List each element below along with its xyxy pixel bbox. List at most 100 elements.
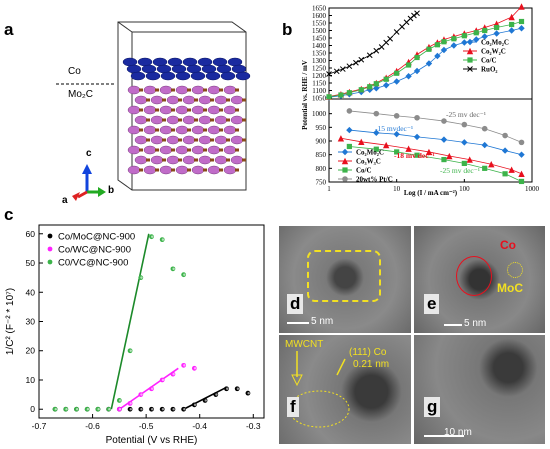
b-top-point (394, 70, 400, 76)
b-bottom-legend-label: Co/C (356, 167, 372, 175)
c-point-highlight (161, 408, 165, 411)
c-point-highlight (161, 378, 165, 382)
b-top-point (333, 68, 340, 75)
c-legend-marker (47, 246, 53, 252)
b-bottom-point (346, 143, 352, 150)
c-legend-label: Co/MoC@NC-900 (58, 232, 135, 243)
b-bottom-point (393, 113, 400, 119)
c-legend-label: C0/VC@NC-900 (58, 258, 128, 269)
b-bottom-point (358, 138, 365, 146)
tem-image-g: g 10 nm (414, 335, 545, 444)
b-bottom-point (373, 110, 380, 117)
c-point-highlight (172, 267, 175, 271)
b-top-point (378, 44, 385, 50)
b-bottom-point (337, 135, 345, 142)
tem-e-moc-label: MoC (497, 281, 523, 295)
b-top-ytick-label: 1100 (312, 87, 326, 95)
tem-g-scale: 10 nm (444, 427, 472, 438)
c-ytick-label: 0 (30, 404, 35, 414)
c-point-highlight (151, 235, 154, 238)
b-top-point (358, 56, 365, 63)
c-fit-line-2 (110, 233, 150, 410)
b-xtick-label: 1 (327, 185, 331, 193)
tem-e-label: e (424, 294, 440, 314)
c-point-highlight (54, 408, 57, 411)
b-top-legend-marker (466, 47, 474, 55)
b-top-legend-marker (467, 57, 473, 63)
b-top-point (481, 33, 488, 40)
label-co: Co (68, 66, 81, 77)
b-bottom-point (518, 178, 525, 185)
c-xtick-label: -0.3 (246, 421, 261, 431)
tem-f-overlay (288, 351, 350, 428)
b-top-ytick-label: 1500 (312, 27, 327, 35)
b-top-point (473, 36, 480, 43)
b-bottom-ytick-label: 950 (316, 124, 327, 132)
b-top-point (451, 36, 457, 42)
b-ylabel: Potential vs. RHE / mV (301, 60, 309, 130)
b-bottom-point (440, 136, 448, 143)
b-top-point (393, 78, 400, 85)
c-ytick-label: 40 (26, 287, 36, 297)
b-bottom-point (441, 156, 447, 163)
b-top-legend-marker (467, 66, 473, 72)
b-bottom-point (394, 149, 400, 155)
b-bottom-legend-label: Co₂Mo₂C (356, 149, 384, 157)
c-point-highlight (86, 408, 90, 411)
b-top-point (358, 87, 364, 93)
b-top-point (326, 71, 332, 77)
c-point-highlight (108, 408, 111, 411)
b-top-point (518, 3, 525, 10)
panel-c-letter: c (4, 205, 14, 224)
b-top-point (482, 27, 488, 34)
b-top-point (399, 23, 405, 30)
c-point-highlight (236, 387, 240, 390)
b-top-point (440, 46, 448, 54)
c-point-highlight (140, 393, 143, 396)
c-point-highlight (204, 399, 207, 402)
b-top-point (373, 81, 379, 87)
b-annotation-green: -25 mv dec⁻¹ (440, 166, 480, 175)
b-annotation-blue: -15 mvdec⁻¹ (375, 124, 413, 133)
b-bottom-point (414, 114, 420, 121)
c-point-highlight (193, 403, 197, 407)
b-annotation-gray: -25 mv dec⁻¹ (446, 110, 486, 119)
b-bottom-point (481, 141, 488, 149)
c-xlabel: Potential (V vs RHE) (106, 435, 198, 446)
b-top-point (338, 92, 344, 98)
b-top-point (508, 13, 515, 21)
axis-a-label: a (62, 195, 68, 206)
b-top-point (414, 54, 420, 61)
b-bottom-point (508, 166, 515, 173)
b-top-point (493, 30, 500, 37)
b-bottom-point (518, 139, 525, 146)
b-top-point (405, 73, 412, 80)
tem-f-lattice-label: (111) Co (349, 347, 387, 358)
tem-image-f: MWCNT (111) Co 0.21 nm f (279, 335, 411, 444)
c-ytick-label: 20 (26, 346, 36, 356)
c-xtick-label: -0.5 (139, 421, 154, 431)
b-bottom-point (425, 148, 433, 156)
c-point-highlight (129, 408, 132, 411)
b-top-point (494, 24, 500, 31)
b-bottom-legend-marker (342, 167, 348, 173)
b-xtick-label: 10 (393, 185, 401, 193)
b-bottom-ytick-label: 850 (316, 151, 327, 159)
b-top-point (518, 25, 525, 32)
c-point-highlight (183, 273, 186, 276)
c-point-highlight (161, 238, 165, 241)
b-annotation-red: -18 mv dec⁻¹ (394, 151, 435, 160)
b-top-point (414, 10, 420, 17)
c-ytick-label: 10 (26, 375, 36, 385)
c-xtick-label: -0.7 (32, 421, 47, 431)
b-top-point (426, 46, 432, 52)
b-bottom-series-line-1 (340, 137, 522, 175)
c-point-highlight (65, 408, 68, 411)
b-top-point (434, 52, 441, 60)
tem-e-scale: 5 nm (464, 318, 487, 329)
b-xtick-label: 1000 (525, 185, 540, 193)
c-ytick-label: 30 (26, 317, 36, 327)
b-top-point (509, 21, 515, 28)
b-top-point (373, 47, 380, 54)
tem-image-e: Co MoC e 5 nm (414, 226, 545, 333)
